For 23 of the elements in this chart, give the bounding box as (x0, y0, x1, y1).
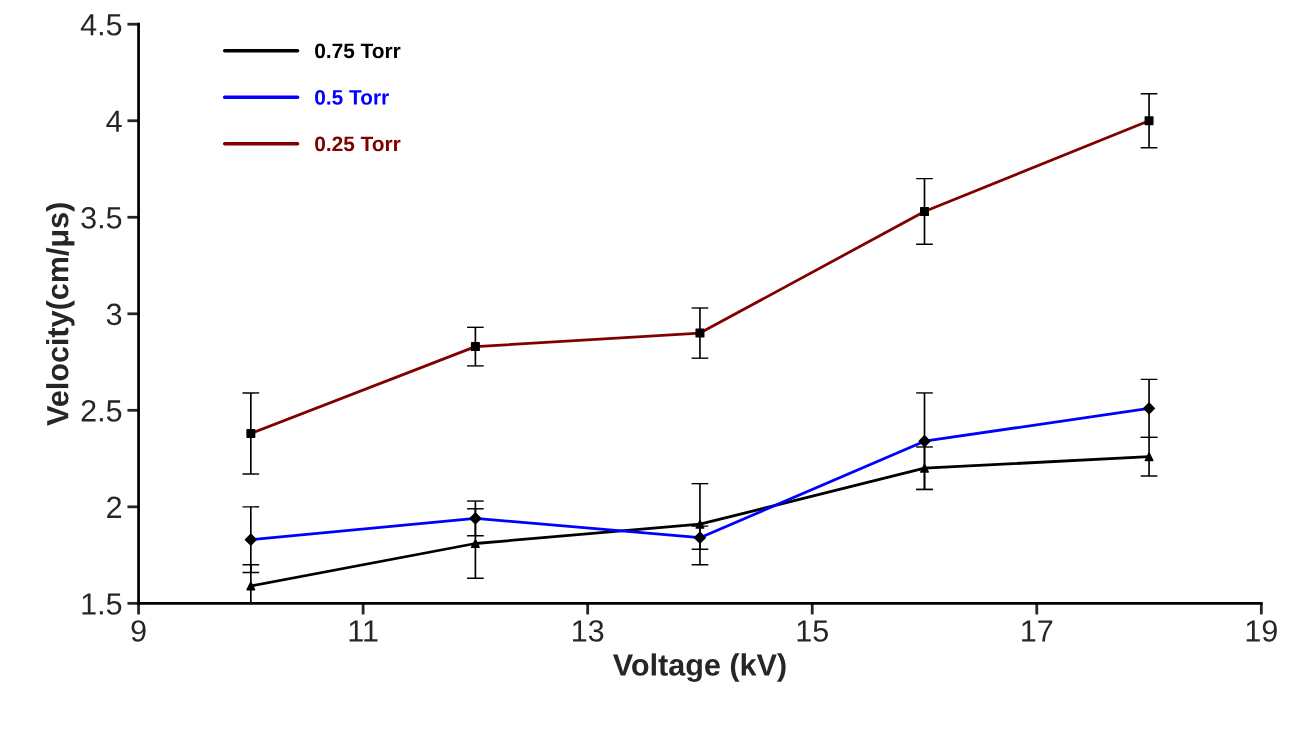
x-tick-label: 19 (1246, 620, 1277, 642)
x-tick-label: 13 (573, 620, 604, 642)
y-tick-label: 2 (107, 496, 122, 518)
x-axis-title: Voltage (kV) (613, 653, 786, 682)
y-tick-label: 4 (106, 110, 122, 132)
point (470, 539, 480, 549)
legend-label: 0.5 Torr (315, 90, 389, 105)
y-tick-label: 4.5 (80, 14, 122, 36)
x-tick-label: 17 (1022, 620, 1053, 642)
point (920, 463, 929, 473)
legend-label: 0.75 Torr (315, 43, 401, 59)
y-axis-title: Velocity(cm/μs) (46, 203, 75, 426)
y-tick-label: 3 (106, 303, 122, 326)
y-tick-label: 1.5 (82, 593, 122, 615)
x-tick-label: 9 (131, 620, 146, 642)
y-tick-label: 2.5 (81, 400, 122, 422)
point (246, 581, 256, 591)
y-tick-label: 3.5 (81, 207, 122, 229)
x-tick-label: 15 (797, 620, 828, 642)
legend-label: 0.25 Torr (315, 136, 401, 152)
point (695, 519, 705, 529)
point (1144, 452, 1154, 462)
x-tick-label: 11 (349, 620, 378, 642)
